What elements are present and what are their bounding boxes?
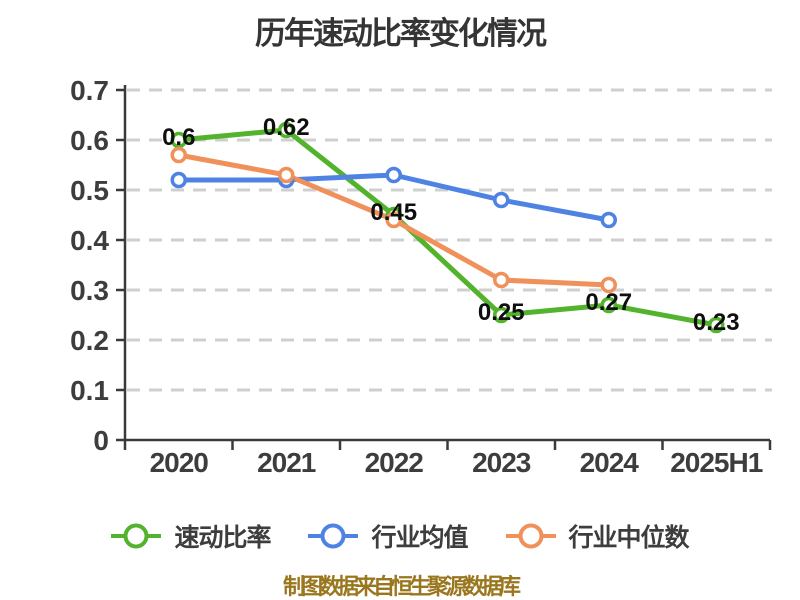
series-line-quick-ratio	[176, 127, 719, 328]
data-point-industry-average	[170, 171, 187, 189]
x-tick-label: 2024	[580, 447, 640, 478]
source-note: 制图数据来自恒生聚源数据库	[282, 574, 521, 599]
y-tick-label: 0.6	[70, 125, 109, 156]
x-tick-label: 2023	[472, 447, 531, 478]
series-markers-quick-ratio	[170, 121, 725, 334]
x-tick-label: 2021	[257, 447, 316, 478]
chart-title: 历年速动比率变化情况	[255, 16, 547, 51]
y-tick-label: 0.3	[70, 275, 109, 306]
data-point-quick-ratio	[170, 131, 187, 149]
data-point-quick-ratio	[493, 306, 510, 324]
legend-item-quick-ratio[interactable]: 速动比率	[111, 518, 271, 554]
data-label: 0.6	[162, 124, 195, 151]
data-point-quick-ratio	[708, 316, 725, 334]
y-tick-label: 0.1	[70, 375, 109, 406]
y-tick-label: 0.4	[70, 225, 109, 256]
y-tick-label: 0.2	[70, 325, 109, 356]
data-point-quick-ratio	[278, 121, 295, 139]
data-label: 0.23	[693, 309, 740, 336]
grid-lines	[127, 88, 772, 392]
legend-marker-quick-ratio	[111, 523, 162, 549]
legend-label-industry-average: 行业均值	[371, 524, 468, 552]
data-labels: 0.6 0.62 0.45 0.25 0.27 0.23	[162, 114, 740, 336]
data-point-industry-median	[278, 166, 295, 184]
data-point-industry-average	[493, 191, 510, 209]
legend-item-industry-median[interactable]: 行业中位数	[505, 518, 690, 554]
data-label: 0.45	[370, 199, 417, 226]
data-point-industry-median	[170, 146, 187, 164]
y-tick-label: 0	[93, 425, 109, 456]
data-point-industry-average	[600, 211, 617, 229]
y-tick-label: 0.7	[70, 75, 109, 106]
x-tick-label: 2020	[150, 447, 209, 478]
data-point-industry-median	[600, 276, 617, 294]
series-markers-industry-median	[170, 146, 617, 294]
data-point-industry-average	[385, 166, 402, 184]
legend-label-industry-median: 行业中位数	[568, 524, 690, 552]
x-tick-label: 2025H1	[670, 447, 763, 478]
legend-marker-industry-median	[505, 523, 556, 549]
data-label: 0.27	[585, 289, 632, 316]
legend-label-quick-ratio: 速动比率	[174, 524, 271, 552]
y-tick-label: 0.5	[70, 175, 109, 206]
data-point-industry-median	[385, 211, 402, 229]
y-tick-labels: 0 0.1 0.2 0.3 0.4 0.5 0.6 0.7	[70, 75, 109, 456]
data-point-industry-median	[493, 271, 510, 289]
x-tick-labels: 2020 2021 2022 2023 2024 2025H1	[150, 447, 764, 478]
data-label: 0.25	[478, 299, 525, 326]
legend-item-industry-average[interactable]: 行业均值	[308, 518, 469, 554]
data-label: 0.62	[263, 114, 310, 141]
axes	[116, 85, 772, 450]
x-tick-label: 2022	[365, 447, 424, 478]
chart-legend: 速动比率 行业均值 行业中位数	[0, 518, 800, 554]
legend-marker-industry-average	[308, 523, 359, 549]
data-point-quick-ratio	[600, 296, 617, 314]
